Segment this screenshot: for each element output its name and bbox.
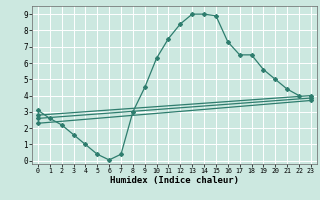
X-axis label: Humidex (Indice chaleur): Humidex (Indice chaleur) bbox=[110, 176, 239, 185]
